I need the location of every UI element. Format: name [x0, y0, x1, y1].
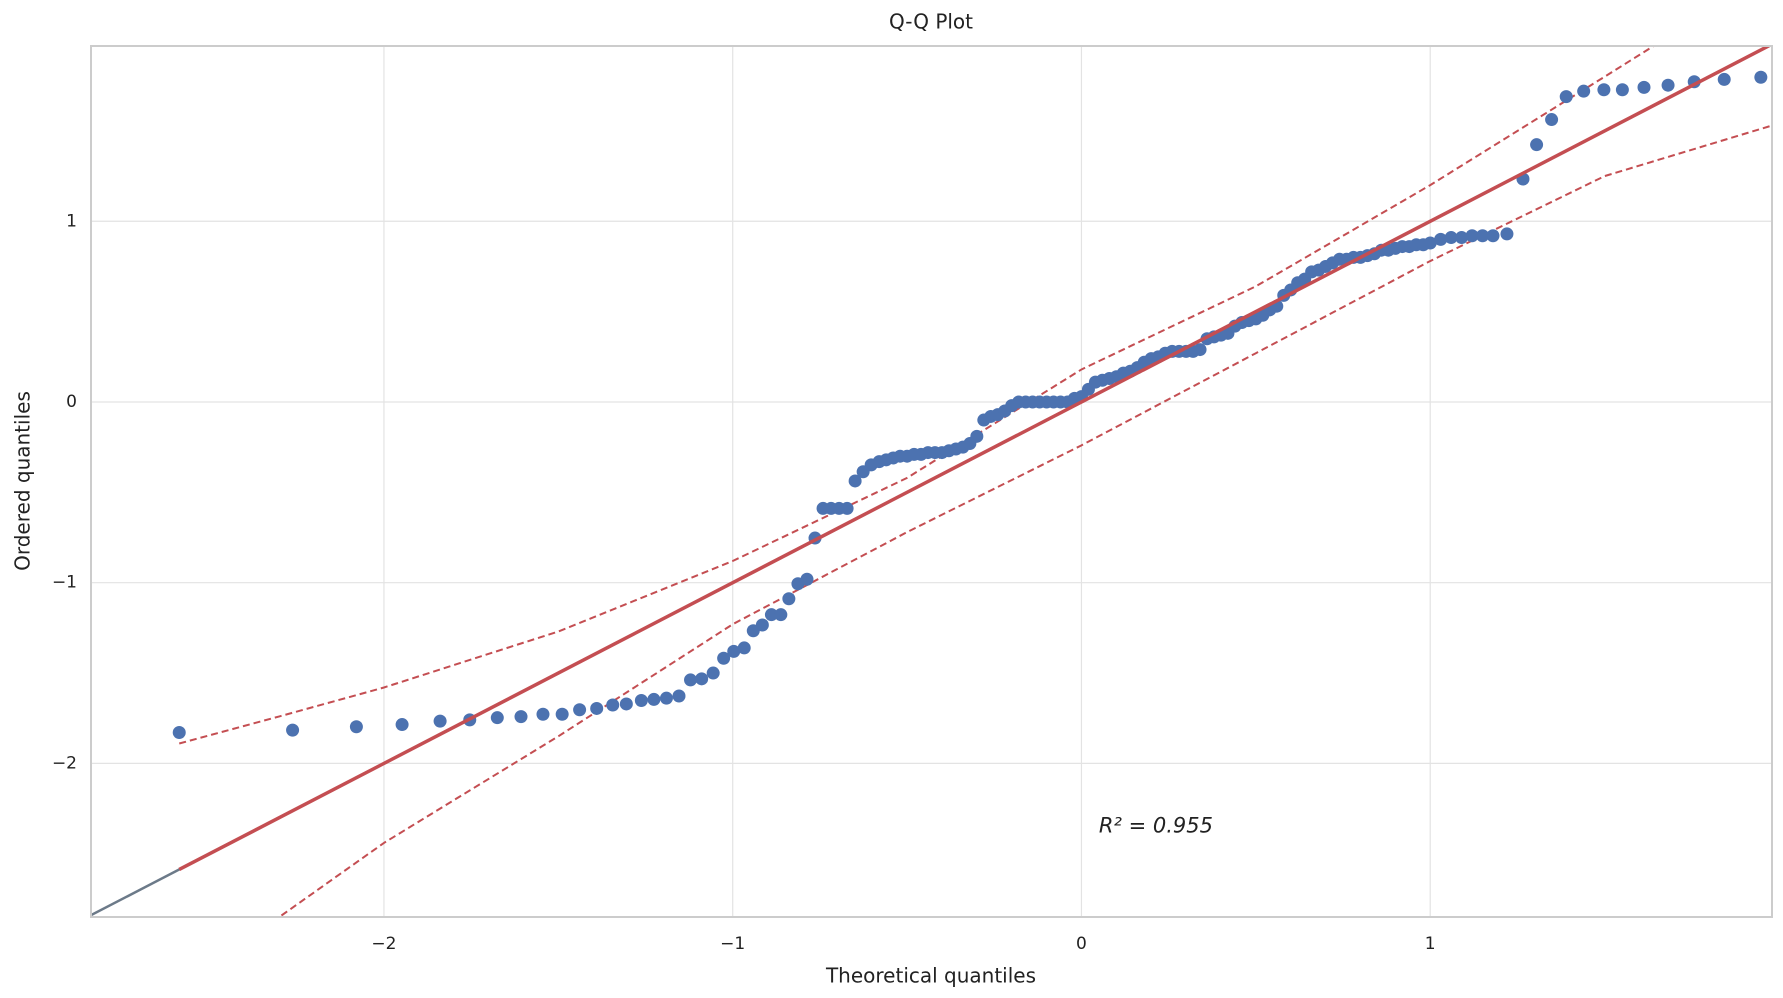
data-point — [395, 718, 409, 732]
data-point — [1465, 229, 1479, 243]
data-point — [490, 711, 504, 725]
data-point — [514, 710, 528, 724]
data-point — [672, 689, 686, 703]
data-point — [634, 694, 648, 708]
data-point — [1559, 90, 1573, 104]
annotation: R² = 0.955 — [1099, 814, 1213, 838]
y-tick-label: 1 — [66, 211, 77, 231]
y-tick-label: 0 — [66, 392, 77, 412]
data-point — [1661, 78, 1675, 92]
data-point — [848, 474, 862, 488]
data-point — [717, 651, 731, 665]
data-point — [1545, 113, 1559, 127]
data-point — [1455, 231, 1469, 245]
data-point — [684, 673, 698, 687]
data-point — [1500, 227, 1514, 241]
y-tick-label: −2 — [52, 753, 77, 773]
data-point — [1486, 229, 1500, 243]
chart-title: Q-Q Plot — [889, 10, 973, 34]
x-tick-label: −1 — [720, 934, 745, 954]
data-point — [555, 707, 569, 721]
data-point — [800, 572, 814, 586]
data-point — [782, 592, 796, 606]
plot-border — [90, 45, 1773, 918]
data-point — [1444, 231, 1458, 245]
data-point — [706, 666, 720, 680]
data-point — [774, 608, 788, 622]
data-point — [286, 723, 300, 737]
data-point — [727, 644, 741, 658]
data-point — [764, 608, 778, 622]
data-point — [659, 691, 673, 705]
data-point — [619, 697, 633, 711]
x-tick-label: −2 — [371, 934, 396, 954]
data-point — [433, 714, 447, 728]
data-point — [1577, 84, 1591, 98]
data-point — [695, 672, 709, 686]
data-point — [755, 618, 769, 632]
data-point — [1717, 72, 1731, 86]
data-point — [970, 429, 984, 443]
data-point — [737, 641, 751, 655]
x-tick-label: 1 — [1425, 934, 1436, 954]
data-point — [1637, 80, 1651, 94]
data-point — [1615, 83, 1629, 97]
data-point — [172, 725, 186, 739]
data-point — [1530, 138, 1544, 152]
y-axis-label: Ordered quantiles — [11, 391, 35, 571]
y-tick-label: −1 — [52, 573, 77, 593]
data-point — [606, 698, 620, 712]
data-point — [1423, 236, 1437, 250]
data-point — [1597, 83, 1611, 97]
data-point — [1434, 232, 1448, 246]
data-point — [1193, 343, 1207, 357]
plot-layer — [91, 46, 1772, 917]
data-point — [1754, 70, 1768, 84]
x-axis-label: Theoretical quantiles — [825, 964, 1036, 988]
x-tick-label: 0 — [1076, 934, 1087, 954]
data-point — [1476, 229, 1490, 243]
data-point — [573, 703, 587, 717]
confidence-band-upper — [178, 46, 1656, 745]
fit-line — [178, 46, 1772, 872]
data-point — [840, 501, 854, 515]
data-point — [536, 707, 550, 721]
data-point — [647, 692, 661, 706]
data-point — [349, 720, 363, 734]
data-point — [590, 701, 604, 715]
